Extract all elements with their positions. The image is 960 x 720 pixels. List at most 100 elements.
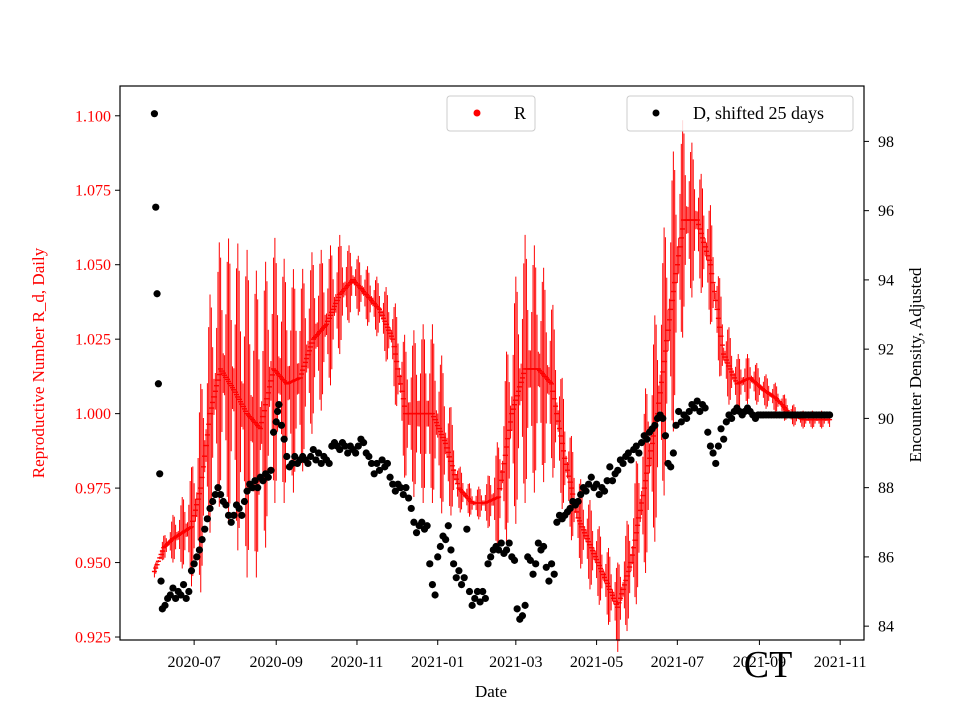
d-point — [273, 407, 282, 416]
d-point — [614, 466, 622, 474]
left-tick-label: 1.000 — [75, 406, 111, 423]
d-point — [669, 449, 677, 457]
d-point — [677, 418, 685, 426]
d-point — [243, 487, 251, 495]
d-point — [722, 418, 730, 426]
d-point — [479, 587, 487, 596]
d-point — [473, 587, 482, 596]
d-point — [251, 477, 259, 485]
right-axis-label: Encounter Density, Adjusted — [906, 267, 925, 462]
d-point — [211, 490, 219, 499]
d-point — [728, 414, 736, 422]
left-tick-label: 0.925 — [75, 630, 111, 647]
d-point — [367, 459, 376, 468]
d-point — [577, 490, 585, 499]
d-point — [185, 587, 193, 596]
d-point — [365, 452, 373, 461]
legend-d-box — [626, 95, 854, 132]
d-point — [389, 480, 397, 488]
right-tick-label: 98 — [878, 134, 894, 151]
d-point — [277, 421, 286, 429]
right-tick-label: 86 — [878, 549, 894, 566]
d-point — [465, 587, 474, 596]
d-point — [224, 511, 233, 519]
d-point — [177, 591, 185, 599]
left-tick-label: 0.950 — [75, 555, 111, 572]
d-point — [619, 459, 627, 468]
d-point — [206, 504, 214, 513]
d-point — [325, 459, 333, 468]
d-point — [359, 439, 368, 447]
d-point — [706, 442, 715, 450]
d-point — [187, 567, 196, 575]
d-point — [547, 560, 556, 568]
d-point — [341, 442, 349, 450]
left-tick-label: 1.050 — [75, 257, 111, 274]
d-point — [336, 445, 344, 454]
d-point — [214, 484, 222, 492]
d-point — [309, 445, 317, 454]
x-tick-label: 2021-03 — [489, 654, 542, 671]
d-point — [587, 473, 595, 481]
legend-r: R — [446, 95, 536, 132]
d-point — [150, 110, 159, 118]
d-point — [230, 511, 238, 519]
d-point — [240, 497, 249, 506]
d-point — [595, 490, 603, 499]
d-point — [643, 435, 651, 443]
d-point — [825, 411, 834, 419]
d-point — [264, 473, 272, 481]
d-point — [402, 484, 410, 492]
d-point — [217, 490, 225, 499]
d-point — [627, 456, 635, 464]
d-point — [275, 400, 283, 409]
d-point — [632, 442, 640, 450]
x-tick-label: 2020-07 — [167, 654, 220, 671]
plot-frame — [119, 85, 865, 641]
d-point — [566, 504, 574, 513]
d-point — [714, 442, 722, 450]
d-point — [690, 404, 699, 412]
watermark: CT — [744, 644, 793, 686]
left-axis-label: Reproductive Number R_d, Daily — [29, 247, 48, 478]
d-point — [685, 407, 693, 416]
left-tick-label: 1.075 — [75, 183, 111, 200]
x-tick-label: 2021-01 — [411, 654, 464, 671]
d-point — [397, 484, 405, 492]
d-point — [481, 594, 489, 603]
d-point — [704, 428, 712, 436]
d-point — [675, 407, 683, 416]
d-point — [235, 504, 243, 513]
d-point — [455, 567, 463, 575]
d-point — [152, 203, 160, 211]
x-tick-label: 2021-11 — [814, 654, 867, 671]
d-point — [505, 539, 513, 547]
right-tick-label: 90 — [878, 411, 894, 428]
right-tick-label: 88 — [878, 480, 894, 497]
d-point — [407, 504, 415, 513]
d-point — [667, 463, 675, 471]
d-point — [391, 487, 399, 495]
d-point — [193, 553, 201, 561]
d-point — [442, 535, 450, 544]
right-tick-label: 92 — [878, 342, 894, 359]
d-point — [418, 518, 426, 526]
d-point — [248, 484, 256, 492]
d-point — [553, 518, 561, 526]
d-point — [701, 404, 709, 412]
x-axis: 2020-07 2020-09 2020-11 2021-01 2021-03 2021-… — [167, 640, 867, 671]
d-point — [203, 515, 211, 523]
d-point — [502, 546, 511, 554]
d-point — [304, 459, 312, 468]
d-point — [532, 560, 540, 568]
d-point — [521, 601, 529, 609]
d-point — [410, 518, 418, 526]
d-point — [267, 466, 275, 474]
d-point — [608, 477, 617, 485]
d-point — [227, 518, 235, 526]
d-point — [693, 397, 701, 405]
d-point — [172, 594, 180, 603]
d-point — [179, 581, 188, 589]
x-axis-label: Date — [475, 682, 507, 701]
d-point — [201, 525, 209, 533]
